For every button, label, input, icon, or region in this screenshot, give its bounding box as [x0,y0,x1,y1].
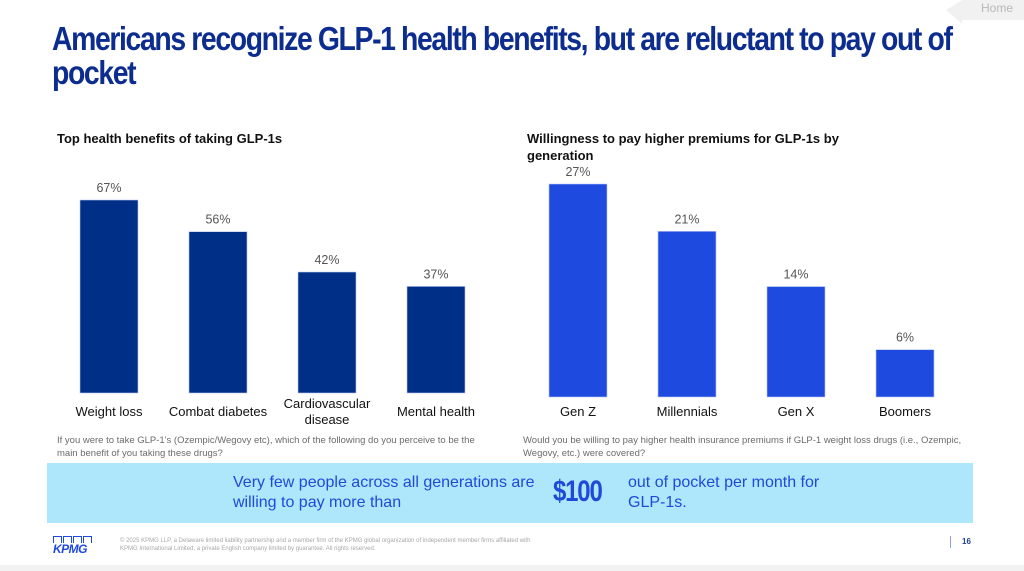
callout-amount: $100 [553,475,603,508]
chart2-bar-0 [548,183,608,398]
kpmg-logo-boxes [53,536,97,543]
callout-left-text: Very few people across all generations a… [233,474,535,511]
chart1-bar-1 [188,231,248,394]
slide-title: Americans recognize GLP-1 health benefit… [52,20,953,91]
chart1-bar-0 [79,199,139,394]
chart1-category-label-2: Cardiovascular [284,396,371,411]
chart1-bar-2 [297,271,357,394]
chart1-data-label-1: 56% [205,213,230,227]
kpmg-logo-text: KPMG [53,542,88,556]
chart2-category-label-0: Gen Z [560,404,596,419]
page-divider [950,536,951,548]
kpmg-logo: KPMG [53,536,97,556]
page-number: 16 [962,537,971,546]
callout-right-text: out of pocket per month for GLP-1s. [628,474,820,511]
chart1-bar-3 [406,286,466,394]
chart1-title: Top health benefits of taking GLP-1s [57,131,283,146]
bottom-strip [0,565,1024,571]
chart2-category-label-2: Gen X [778,404,815,419]
chart1-category-label-1: Combat diabetes [169,404,268,419]
chart1-data-label-3: 37% [423,267,448,281]
chart1-category-label-2: disease [305,412,350,427]
chart1-data-label-0: 67% [96,181,121,195]
chart2-bar-1 [657,231,717,398]
callout-banner: Very few people across all generations a… [47,463,973,523]
chart2-data-label-0: 27% [565,165,590,179]
chart1-category-label-0: Weight loss [76,404,143,419]
chart1-category-label-3: Mental health [397,404,475,419]
chart2-category-label-1: Millennials [657,404,718,419]
chart2-bar-3 [875,349,935,398]
home-button[interactable]: Home [946,0,1024,24]
chart1-question: If you were to take GLP-1's (Ozempic/Weg… [57,435,475,459]
chart2-category-label-3: Boomers [879,404,932,419]
chart1-data-label-2: 42% [314,253,339,267]
chart2-data-label-3: 6% [896,331,914,345]
legal-disclaimer: © 2025 KPMG LLP, a Delaware limited liab… [120,538,531,552]
chart2-data-label-2: 14% [783,268,808,282]
chart2-title: Willingness to pay higher premiums for G… [527,131,839,163]
chart2-question: Would you be willing to pay higher healt… [523,435,962,459]
chart2-bar-2 [766,286,826,398]
chart2-data-label-1: 21% [674,212,699,226]
